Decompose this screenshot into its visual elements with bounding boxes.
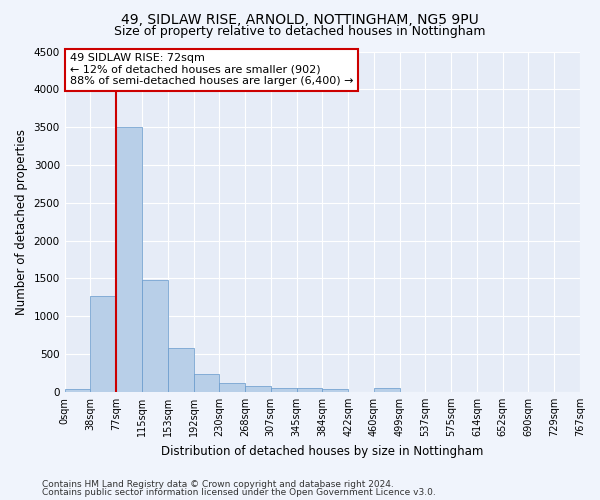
Bar bbox=[245, 386, 271, 392]
Text: Size of property relative to detached houses in Nottingham: Size of property relative to detached ho… bbox=[114, 25, 486, 38]
X-axis label: Distribution of detached houses by size in Nottingham: Distribution of detached houses by size … bbox=[161, 444, 484, 458]
Bar bbox=[91, 296, 116, 392]
Bar bbox=[271, 388, 296, 392]
Text: 49 SIDLAW RISE: 72sqm
← 12% of detached houses are smaller (902)
88% of semi-det: 49 SIDLAW RISE: 72sqm ← 12% of detached … bbox=[70, 53, 353, 86]
Text: Contains HM Land Registry data © Crown copyright and database right 2024.: Contains HM Land Registry data © Crown c… bbox=[42, 480, 394, 489]
Bar bbox=[193, 374, 219, 392]
Text: Contains public sector information licensed under the Open Government Licence v3: Contains public sector information licen… bbox=[42, 488, 436, 497]
Y-axis label: Number of detached properties: Number of detached properties bbox=[15, 128, 28, 314]
Bar bbox=[116, 127, 142, 392]
Bar bbox=[142, 280, 168, 392]
Bar bbox=[65, 389, 91, 392]
Bar bbox=[296, 388, 322, 392]
Bar bbox=[322, 389, 348, 392]
Bar bbox=[168, 348, 193, 392]
Text: 49, SIDLAW RISE, ARNOLD, NOTTINGHAM, NG5 9PU: 49, SIDLAW RISE, ARNOLD, NOTTINGHAM, NG5… bbox=[121, 12, 479, 26]
Bar bbox=[374, 388, 400, 392]
Bar bbox=[219, 382, 245, 392]
